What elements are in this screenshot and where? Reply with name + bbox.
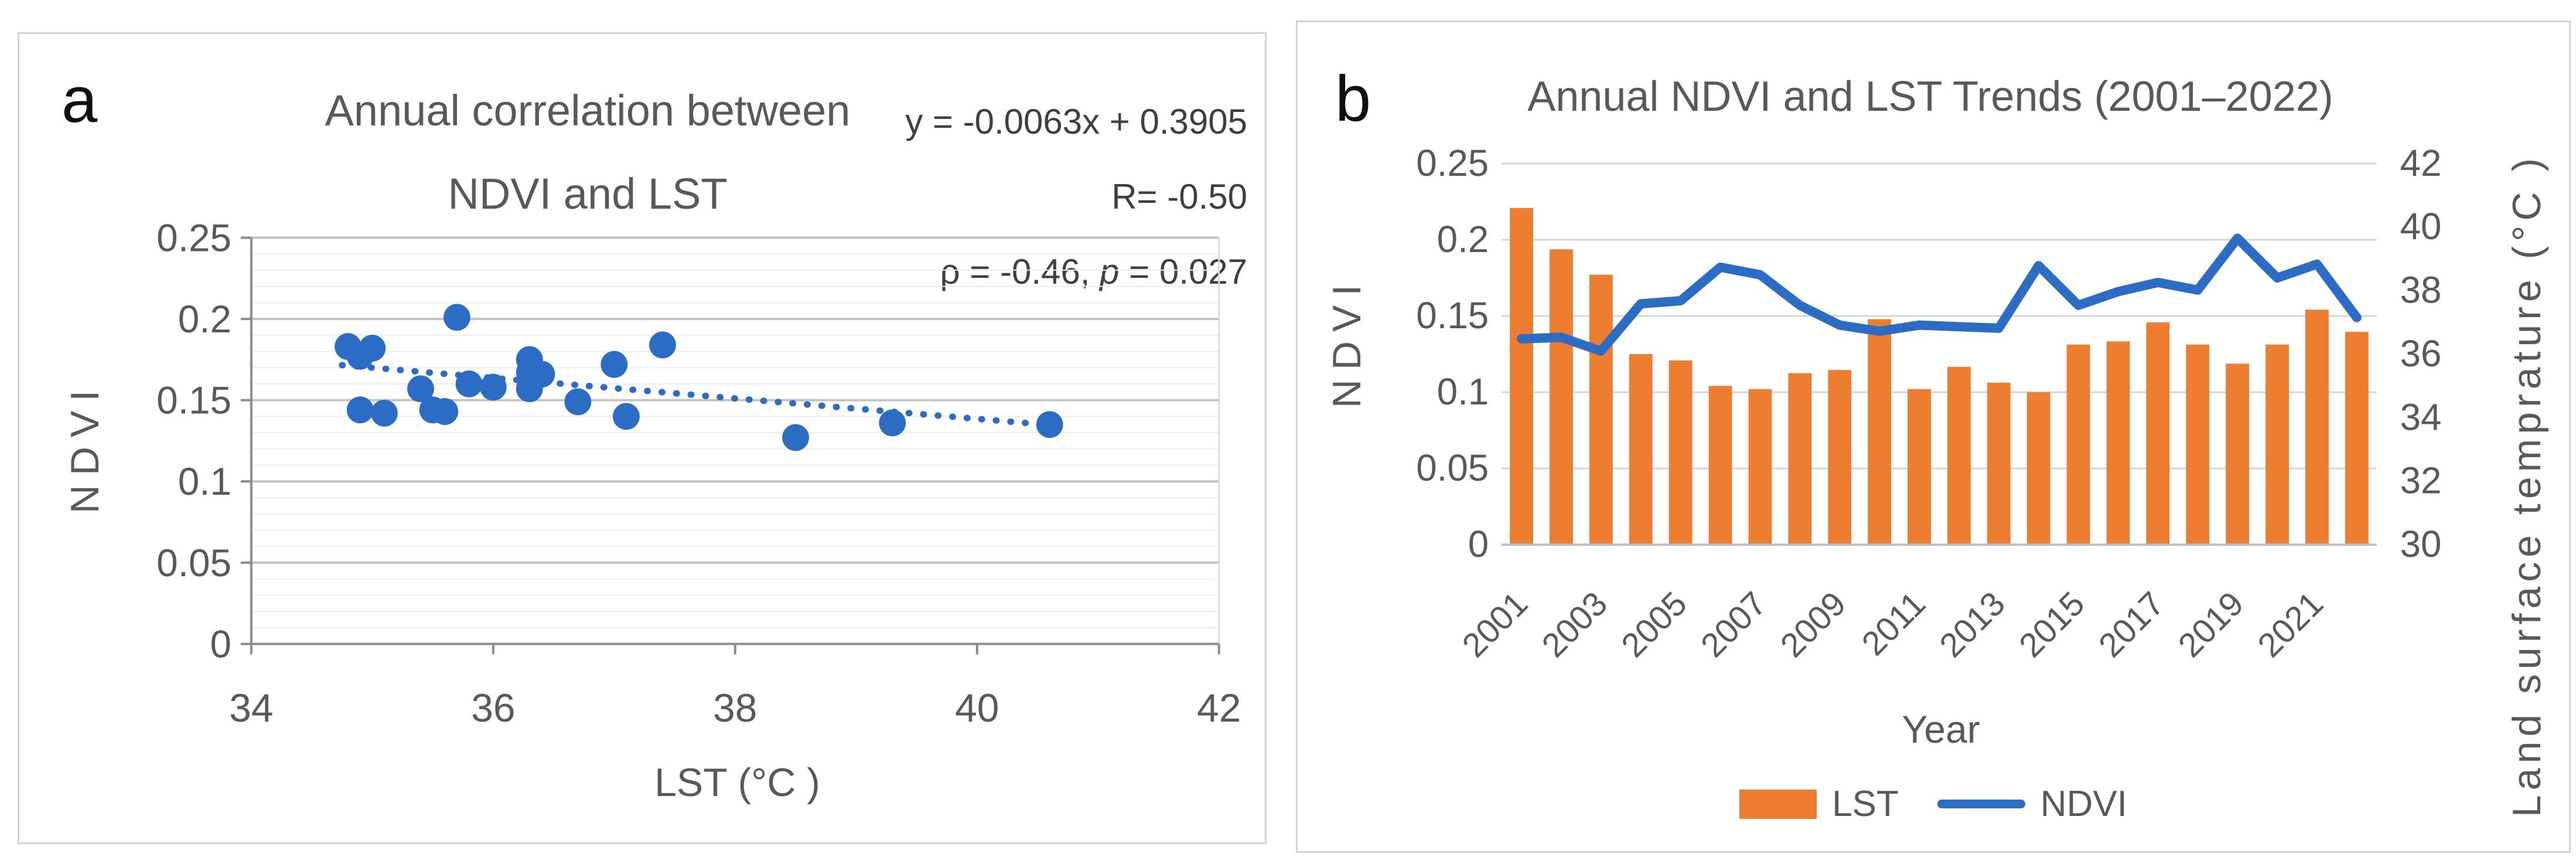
scatter-point-2003 xyxy=(782,424,809,451)
y-tick-label: 0 xyxy=(210,623,232,665)
panel-b-combo-chart: b Annual NDVI and LST Trends (2001–2022)… xyxy=(1296,21,2571,853)
legend-lst-swatch-icon xyxy=(1739,789,1817,819)
lst-bar-2017 xyxy=(2146,322,2170,545)
year-tick-label-2017: 2017 xyxy=(2091,585,2171,665)
left-tick-label: 0.15 xyxy=(1416,294,1489,336)
lst-bar-2013 xyxy=(1987,382,2011,545)
panel-b-letter: b xyxy=(1335,63,1371,135)
year-tick-label-2009: 2009 xyxy=(1773,585,1853,665)
spearman-p-value: ρ = -0.46, p = 0.027 xyxy=(940,252,1247,291)
lst-bar-2022 xyxy=(2345,332,2369,545)
right-tick-label: 36 xyxy=(2400,332,2442,375)
legend-lst-label: LST xyxy=(1832,784,1899,824)
scatter-point-2017 xyxy=(601,351,628,378)
y-tick-label: 0.2 xyxy=(178,298,231,341)
year-tick-label-2013: 2013 xyxy=(1933,585,2012,665)
right-tick-label: 42 xyxy=(2400,142,2442,184)
y-tick-label: 0.05 xyxy=(156,542,231,584)
year-tick-label-2001: 2001 xyxy=(1455,585,1535,665)
lst-bar-2020 xyxy=(2265,344,2289,545)
pearson-r-value: R= -0.50 xyxy=(1111,177,1247,216)
scatter-point-2012 xyxy=(431,398,459,425)
lst-bar-2004 xyxy=(1629,354,1653,545)
panel-a-x-axis-title: LST (°C ) xyxy=(654,760,820,805)
x-tick-label: 36 xyxy=(471,686,515,730)
lst-bar-2008 xyxy=(1788,373,1812,545)
lst-bar-2010 xyxy=(1868,319,1892,545)
panel-a-title-line1: Annual correlation between xyxy=(325,86,851,135)
regression-stats-block: y = -0.0063x + 0.3905 R= -0.50 ρ = -0.46… xyxy=(905,84,1247,310)
y-tick-label: 0.1 xyxy=(178,460,231,503)
lst-bar-2009 xyxy=(1828,370,1852,545)
scatter-point-2022 xyxy=(564,388,592,416)
legend-ndvi-label: NDVI xyxy=(2040,784,2127,824)
year-tick-label-2003: 2003 xyxy=(1535,585,1615,665)
panel-b-title: Annual NDVI and LST Trends (2001–2022) xyxy=(1527,73,2333,120)
right-tick-label: 34 xyxy=(2400,396,2442,438)
lst-bar-2002 xyxy=(1550,249,1573,545)
lst-bar-2012 xyxy=(1947,366,1971,545)
lst-bar-2021 xyxy=(2305,310,2329,545)
lst-bar-2001 xyxy=(1510,208,1533,545)
left-tick-label: 0.2 xyxy=(1437,218,1489,260)
left-tick-label: 0.1 xyxy=(1437,370,1489,413)
left-tick-label: 0.25 xyxy=(1416,142,1489,184)
lst-bar-2015 xyxy=(2066,344,2090,545)
scatter-point-2010 xyxy=(613,403,640,430)
right-tick-label: 30 xyxy=(2400,523,2442,565)
year-tick-label-2021: 2021 xyxy=(2251,585,2331,665)
lst-bar-2018 xyxy=(2186,344,2210,545)
panel-b-x-axis-title: Year xyxy=(1902,708,1980,751)
scatter-point-2001 xyxy=(1036,411,1063,438)
year-tick-label-2011: 2011 xyxy=(1855,585,1933,663)
year-tick-label-2019: 2019 xyxy=(2171,585,2251,665)
regression-equation: y = -0.0063x + 0.3905 xyxy=(905,102,1247,141)
lst-bar-2006 xyxy=(1708,386,1732,545)
panel-a-title-line2: NDVI and LST xyxy=(448,169,728,218)
lst-bar-2011 xyxy=(1908,389,1931,545)
left-tick-label: 0.05 xyxy=(1416,447,1489,489)
lst-bar-2003 xyxy=(1589,274,1613,545)
scatter-point-2008 xyxy=(407,375,434,403)
panel-a-letter: a xyxy=(62,64,98,136)
ndvi-line xyxy=(1517,233,2362,356)
year-tick-label-2007: 2007 xyxy=(1694,585,1773,665)
scatter-chart: 0 0.05 0.1 0.15 0.2 0.25 34 36 38 40 42 xyxy=(156,216,1241,730)
lst-bar-2019 xyxy=(2226,363,2250,545)
scatter-point-2002 xyxy=(879,409,906,437)
right-tick-label: 32 xyxy=(2400,460,2442,502)
scatter-point-2005 xyxy=(455,370,483,397)
lst-bar-2005 xyxy=(1669,360,1693,545)
lst-bar-2014 xyxy=(2026,392,2050,545)
lst-bar-2007 xyxy=(1748,389,1772,545)
year-tick-label-2015: 2015 xyxy=(2012,585,2092,665)
scatter-point-2013 xyxy=(371,399,398,427)
panel-a-scatter: a Annual correlation between NDVI and LS… xyxy=(18,32,1267,844)
right-tick-label: 38 xyxy=(2400,269,2442,311)
x-tick-label: 38 xyxy=(713,686,757,730)
scatter-point-2004 xyxy=(479,373,507,401)
x-tick-label: 40 xyxy=(955,686,999,730)
legend-ndvi-swatch-icon xyxy=(1937,800,2025,808)
year-tick-label-2005: 2005 xyxy=(1615,585,1694,665)
y-tick-label: 0.15 xyxy=(156,379,231,422)
scatter-point-2020 xyxy=(516,346,543,373)
x-tick-label: 34 xyxy=(229,686,273,730)
scatter-point-2021 xyxy=(649,331,676,359)
scatter-point-2014 xyxy=(335,333,361,361)
scatter-point-2011 xyxy=(346,396,374,424)
scatter-point-2019 xyxy=(443,304,470,331)
legend: LST NDVI xyxy=(1298,783,2569,825)
x-tick-label: 42 xyxy=(1197,686,1241,730)
panel-a-title: Annual correlation between NDVI and LST xyxy=(213,69,963,236)
y-tick-label: 0.25 xyxy=(156,216,231,259)
left-tick-label: 0 xyxy=(1468,523,1489,565)
right-tick-label: 40 xyxy=(2400,205,2442,247)
lst-bar-2016 xyxy=(2106,341,2130,545)
